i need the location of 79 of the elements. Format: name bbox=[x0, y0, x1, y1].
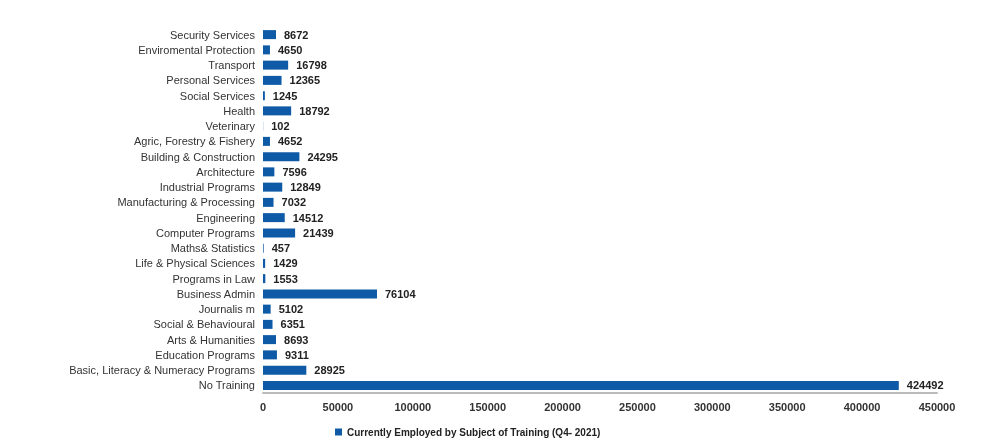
y-tick-label: Engineering bbox=[196, 211, 255, 224]
bar bbox=[263, 350, 277, 360]
y-tick-label: Architecture bbox=[196, 165, 255, 178]
bar bbox=[263, 167, 275, 177]
bar bbox=[263, 197, 274, 207]
y-tick-label: Arts & Humanities bbox=[166, 333, 256, 346]
y-tick-label: Life & Physical Sciences bbox=[135, 257, 256, 270]
y-tick-label: Industrial Programs bbox=[159, 181, 256, 194]
x-tick-label: 150000 bbox=[469, 400, 507, 413]
data-label: 457 bbox=[271, 242, 291, 255]
data-label: 7596 bbox=[282, 165, 307, 178]
y-tick-label: Veterinary bbox=[205, 120, 256, 133]
y-tick-label: Agric, Forestry & Fishery bbox=[133, 135, 256, 148]
bar bbox=[263, 380, 899, 390]
bar bbox=[263, 319, 273, 329]
x-tick-label: 100000 bbox=[394, 400, 432, 413]
data-label: 4652 bbox=[277, 135, 303, 148]
data-label: 5102 bbox=[278, 303, 304, 316]
bar bbox=[263, 213, 285, 223]
y-tick-label: Security Services bbox=[170, 28, 256, 41]
data-label: 1245 bbox=[272, 89, 298, 102]
x-tick-label: 250000 bbox=[619, 400, 656, 413]
data-label: 8693 bbox=[284, 333, 309, 346]
bar bbox=[263, 136, 270, 146]
bar bbox=[263, 304, 271, 314]
y-tick-label: Programs in Law bbox=[172, 272, 256, 285]
y-tick-label: Social Services bbox=[179, 89, 256, 102]
bar bbox=[263, 45, 270, 55]
y-tick-label: Building & Construction bbox=[140, 150, 255, 163]
bar bbox=[263, 228, 296, 238]
bar bbox=[263, 182, 283, 192]
y-tick-label: No Training bbox=[198, 379, 255, 392]
data-label: 4650 bbox=[277, 43, 303, 56]
bar bbox=[263, 60, 289, 70]
data-label: 12849 bbox=[290, 181, 321, 194]
bar bbox=[263, 152, 300, 162]
data-label: 8672 bbox=[283, 28, 309, 41]
data-label: 14512 bbox=[292, 211, 324, 224]
bar bbox=[263, 335, 277, 345]
data-label: 28925 bbox=[314, 364, 345, 377]
data-label: 12365 bbox=[289, 74, 321, 87]
bar bbox=[263, 289, 377, 299]
x-tick-label: 450000 bbox=[918, 400, 956, 413]
data-label: 424492 bbox=[906, 379, 944, 392]
x-tick-label: 350000 bbox=[768, 400, 806, 413]
x-tick-label: 200000 bbox=[544, 400, 581, 413]
data-label: 24295 bbox=[307, 150, 338, 163]
y-tick-label: Manufacturing & Processing bbox=[117, 196, 255, 209]
data-label: 1553 bbox=[273, 272, 298, 285]
data-label: 16798 bbox=[296, 59, 327, 72]
data-label: 1429 bbox=[273, 257, 298, 270]
y-tick-label: Journalis m bbox=[198, 303, 255, 316]
bar bbox=[263, 75, 282, 85]
data-label: 102 bbox=[271, 120, 290, 133]
bar bbox=[263, 258, 266, 268]
legend-label: Currently Employed by Subject of Training (Q4- 2021) bbox=[347, 426, 601, 438]
y-tick-label: Enviromental Protection bbox=[138, 43, 255, 56]
bar bbox=[263, 365, 307, 375]
data-label: 6351 bbox=[280, 318, 305, 331]
y-tick-label: Maths& Statistics bbox=[170, 242, 256, 255]
y-tick-label: Basic, Literacy & Numeracy Programs bbox=[69, 364, 256, 377]
x-tick-label: 0 bbox=[259, 400, 267, 413]
data-label: 9311 bbox=[284, 348, 309, 361]
y-tick-label: Personal Services bbox=[166, 74, 256, 87]
data-label: 21439 bbox=[303, 226, 334, 239]
x-tick-label: 50000 bbox=[322, 400, 354, 413]
y-tick-label: Education Programs bbox=[155, 348, 256, 361]
data-label: 76104 bbox=[384, 287, 417, 300]
x-tick-label: 300000 bbox=[693, 400, 731, 413]
bar bbox=[263, 30, 276, 40]
x-tick-label: 400000 bbox=[843, 400, 881, 413]
y-tick-label: Transport bbox=[208, 59, 255, 72]
bar bbox=[263, 106, 292, 116]
data-label: 18792 bbox=[299, 104, 330, 117]
y-tick-label: Computer Programs bbox=[155, 226, 256, 239]
y-tick-label: Business Admin bbox=[176, 287, 255, 300]
y-tick-label: Social & Behavioural bbox=[153, 318, 255, 331]
data-label: 7032 bbox=[281, 196, 307, 209]
y-tick-label: Health bbox=[223, 104, 255, 117]
